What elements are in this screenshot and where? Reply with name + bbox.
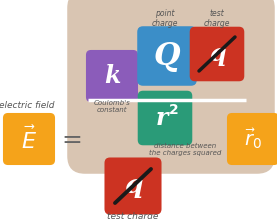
Text: $\vec{r}_0$: $\vec{r}_0$ <box>244 127 262 151</box>
Text: electric field: electric field <box>0 101 55 110</box>
FancyBboxPatch shape <box>67 0 275 174</box>
FancyBboxPatch shape <box>190 27 244 81</box>
Text: test charge: test charge <box>107 212 159 219</box>
FancyBboxPatch shape <box>86 50 138 102</box>
FancyBboxPatch shape <box>227 113 277 165</box>
Text: distance between
the charges squared: distance between the charges squared <box>149 143 221 156</box>
FancyBboxPatch shape <box>3 113 55 165</box>
Text: point
charge: point charge <box>152 9 178 28</box>
Text: r: r <box>156 106 168 130</box>
Text: q: q <box>124 173 142 198</box>
FancyBboxPatch shape <box>104 157 161 215</box>
Text: test
charge: test charge <box>204 9 230 28</box>
FancyBboxPatch shape <box>138 91 192 145</box>
Text: $\vec{E}$: $\vec{E}$ <box>21 125 37 153</box>
Text: Q: Q <box>154 41 180 71</box>
Text: Coulomb's
constant: Coulomb's constant <box>94 100 130 113</box>
Text: 2: 2 <box>169 103 179 117</box>
Text: =: = <box>61 128 83 152</box>
FancyBboxPatch shape <box>137 26 197 86</box>
Text: q: q <box>209 42 225 66</box>
Text: k: k <box>104 64 120 88</box>
